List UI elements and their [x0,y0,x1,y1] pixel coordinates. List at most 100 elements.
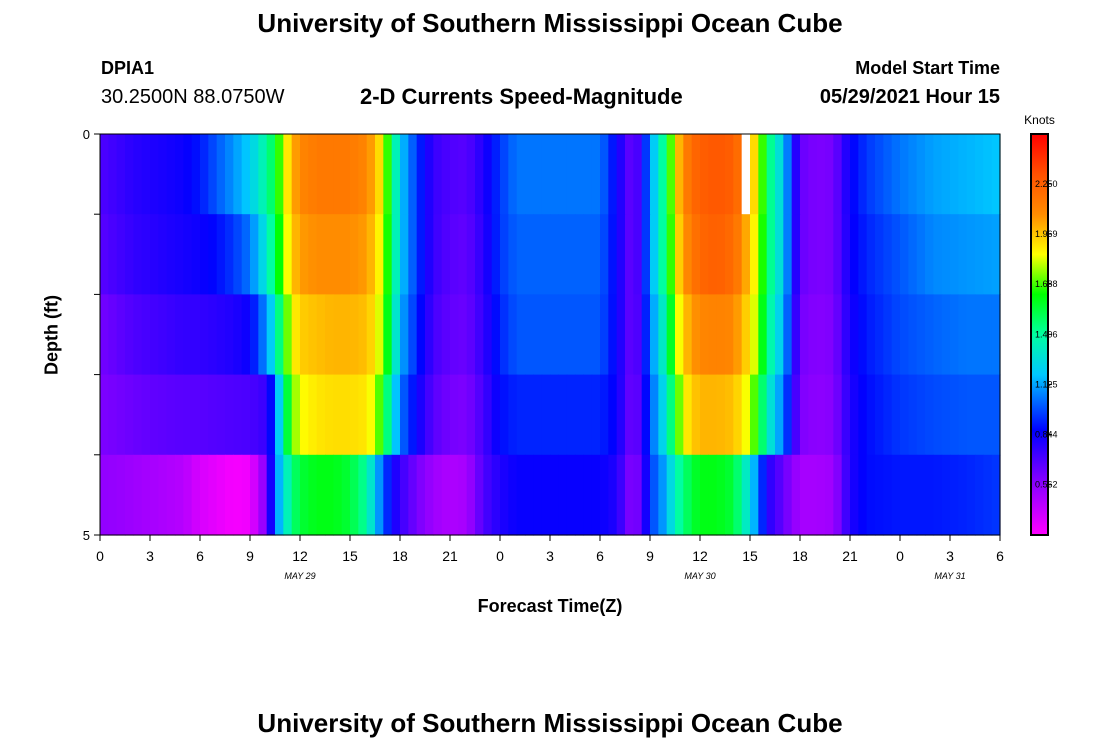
heatmap-cell [166,374,176,456]
heatmap-cell [716,294,726,376]
heatmap-cell [708,294,718,376]
heatmap-cell [541,454,551,536]
heatmap-cell [775,134,784,215]
heatmap-cell [791,294,801,376]
heatmap-cell [325,374,334,456]
heatmap-cell [450,454,459,536]
heatmap-cell [841,454,851,536]
heatmap-cell [775,214,784,295]
heatmap-cell [391,374,401,456]
heatmap-cell [825,214,834,295]
heatmap-cell [966,134,976,215]
station-coordinates: 30.2500N 88.0750W [101,86,285,108]
heatmap-cell [750,294,759,376]
heatmap-cell [575,454,584,536]
heatmap-cell [825,134,834,215]
heatmap-cell [983,134,993,215]
heatmap-cell [958,294,968,376]
x-tick-label: 18 [392,548,408,564]
heatmap-cell [175,454,184,536]
heatmap-cell [183,214,193,295]
heatmap-cell [533,134,543,215]
x-tick-label: 9 [246,548,254,564]
x-axis-label: Forecast Time(Z) [477,596,623,616]
heatmap-cell [866,214,876,295]
model-start-value: 05/29/2021 Hour 15 [819,86,1000,108]
heatmap-cell [158,374,168,456]
heatmap-cell [766,294,776,376]
heatmap-cell [416,134,426,215]
heatmap-cell [266,134,276,215]
heatmap-cell [450,134,459,215]
heatmap-cell [716,214,726,295]
heatmap-cell [950,454,959,536]
heatmap-cell [300,214,309,295]
heatmap-cell [733,374,743,456]
heatmap-cell [416,214,426,295]
heatmap-cell [116,214,126,295]
heatmap-cell [358,294,368,376]
heatmap-cell [933,134,943,215]
heatmap-cell [833,134,843,215]
heatmap-cell [258,374,268,456]
heatmap-cell [608,454,618,536]
heatmap-cell [783,134,793,215]
heatmap-cell [916,454,926,536]
heatmap-cell [625,294,634,376]
heatmap-cell [208,214,218,295]
heatmap-cell [858,454,868,536]
heatmap-cell [191,134,201,215]
x-tick-label: 3 [946,548,954,564]
heatmap-cell [100,374,109,456]
heatmap-cell [500,134,509,215]
heatmap-cell [358,134,368,215]
heatmap-cell [716,454,726,536]
heatmap-cell [816,454,826,536]
heatmap-cell [691,374,701,456]
heatmap-cell [541,294,551,376]
heatmap-cell [133,454,143,536]
colorbar-tick-label: 1.125 [1035,379,1058,389]
heatmap-cell [533,374,543,456]
heatmap-cell [800,374,809,456]
heatmap-cell [141,294,151,376]
heatmap-cell [866,294,876,376]
heatmap-cell [616,374,626,456]
heatmap-cell [158,454,168,536]
heatmap-cell [850,454,859,536]
heatmap-cell [925,454,934,536]
heatmap-cell [266,294,276,376]
heatmap-cell [450,214,459,295]
heatmap-cell [225,374,234,456]
heatmap-cell [858,374,868,456]
heatmap-cell [583,454,593,536]
heatmap-cell [666,134,676,215]
heatmap-cell [950,134,959,215]
heatmap-cell [591,214,601,295]
heatmap-cell [783,214,793,295]
heatmap-cell [316,294,326,376]
heatmap-cell [683,214,693,295]
heatmap-cell [308,374,318,456]
heatmap-cell [250,134,259,215]
heatmap-cell [425,374,434,456]
colorbar-tick-label: 0.844 [1035,429,1058,439]
heatmap-cell [975,294,984,376]
heatmap-cell [616,214,626,295]
heatmap-cell [958,134,968,215]
heatmap-cell [708,134,718,215]
heatmap-cell [550,294,559,376]
heatmap-cell [100,294,109,376]
heatmap-cell [441,294,451,376]
heatmap-cell [450,294,459,376]
x-tick-label: 0 [96,548,104,564]
heatmap-cell [233,454,243,536]
heatmap-cell [241,134,251,215]
heatmap-cell [433,294,443,376]
heatmap-cell [158,134,168,215]
heatmap-cell [883,134,893,215]
heatmap-cell [225,134,234,215]
heatmap-cell [308,134,318,215]
heatmap-cell [933,214,943,295]
heatmap-cell [758,214,768,295]
